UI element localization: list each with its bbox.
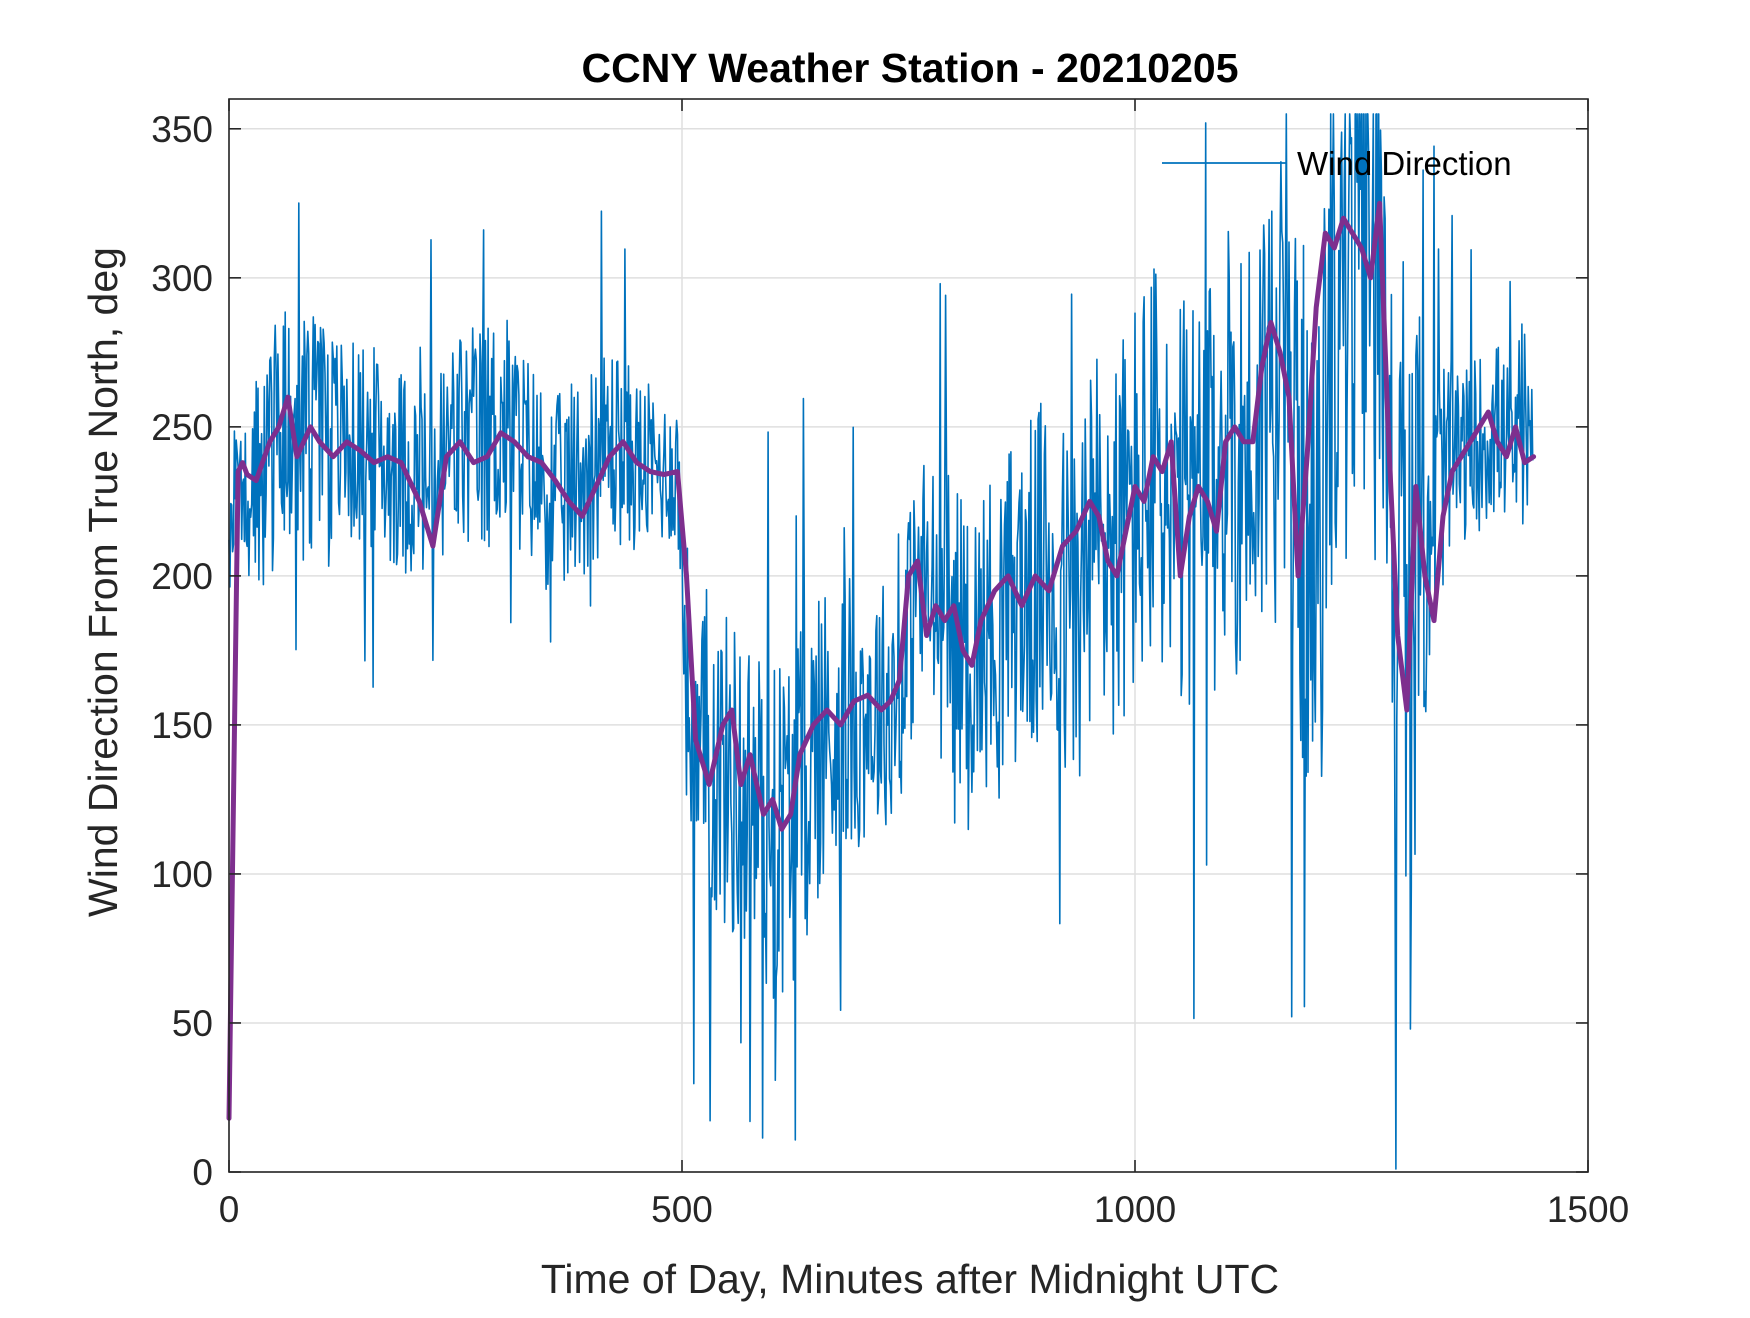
y-tick-label: 350 (151, 109, 213, 150)
x-tick-label: 500 (651, 1189, 713, 1230)
x-axis-label: Time of Day, Minutes after Midnight UTC (541, 1256, 1279, 1302)
y-axis-label: Wind Direction From True North, deg (80, 247, 126, 917)
series-line-smoothed-direction (226, 200, 1537, 1121)
y-tick-label: 50 (172, 1003, 213, 1044)
y-tick-label: 250 (151, 407, 213, 448)
y-tick-label: 200 (151, 556, 213, 597)
series-line-wind-direction (228, 113, 1534, 1170)
y-tick-label: 300 (151, 258, 213, 299)
x-tick-label: 0 (219, 1189, 240, 1230)
x-tick-label: 1000 (1094, 1189, 1176, 1230)
plot-area-frame (228, 98, 1589, 1173)
y-tick-label: 150 (151, 705, 213, 746)
legend: Wind Direction (1162, 145, 1512, 182)
y-tick-label: 0 (192, 1152, 213, 1193)
plot-series (226, 113, 1537, 1170)
x-tick-label: 1500 (1547, 1189, 1629, 1230)
legend-label-wind-direction: Wind Direction (1297, 145, 1512, 182)
chart-title: CCNY Weather Station - 20210205 (581, 45, 1238, 91)
y-tick-label: 100 (151, 854, 213, 895)
axis-ticks: 0 500 1000 1500 0 50 100 150 200 250 300 350 (151, 99, 1629, 1230)
